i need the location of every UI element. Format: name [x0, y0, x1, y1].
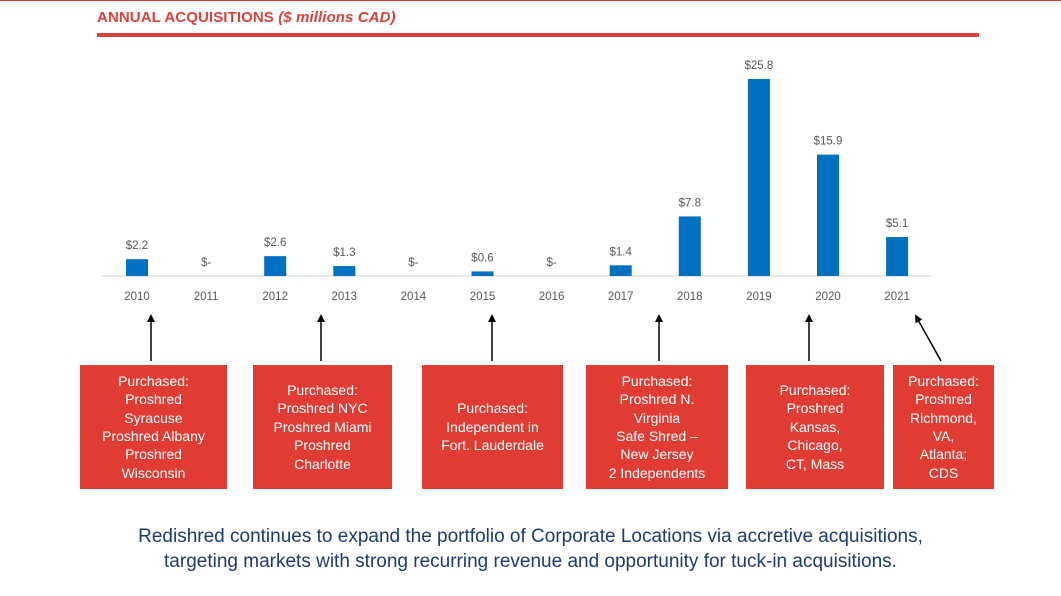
title-main: ANNUAL ACQUISITIONS — [97, 9, 274, 26]
acquisition-box-line: Purchased: — [779, 381, 851, 398]
acquisition-box-3: Purchased: Independent in Fort. Lauderdale — [422, 365, 563, 489]
bar-2015 — [471, 271, 494, 276]
x-tick-label-2012: 2012 — [262, 291, 288, 303]
x-tick-label-2015: 2015 — [470, 291, 496, 303]
bar-2018 — [678, 216, 701, 276]
data-label-2017: $1.4 — [610, 246, 633, 258]
pointer-arrow-6 — [915, 314, 942, 362]
acquisition-box-text: Purchased: Proshred Syracuse Proshred Alban… — [102, 372, 205, 482]
bar-2010 — [126, 259, 148, 276]
footer-line-1: Redishred continues to expand the portfo… — [138, 526, 923, 547]
x-tick-label-2020: 2020 — [815, 291, 841, 303]
acquisition-box-line: Proshred — [125, 391, 182, 408]
x-tick-label-2013: 2013 — [332, 291, 358, 303]
data-label-2016: $- — [546, 257, 556, 269]
acquisition-box-line: Purchased: — [908, 372, 979, 389]
bar-2020 — [817, 154, 839, 276]
data-label-2018: $7.8 — [679, 197, 701, 209]
acquisition-box-line: Virginia — [633, 409, 681, 426]
acquisition-box-line: Purchased: — [457, 400, 528, 417]
data-label-2015: $0.6 — [471, 252, 493, 264]
acquisition-box-text: Purchased: Proshred NYC Proshred Miami Pros… — [273, 381, 371, 473]
data-label-2012: $2.6 — [264, 237, 286, 249]
acquisition-box-4: Purchased: Proshred N. Virginia Safe Shred … — [586, 365, 728, 489]
acquisition-box-line: Proshred Albany — [102, 428, 205, 444]
x-tick-label-2021: 2021 — [884, 291, 910, 303]
acquisition-box-line: Charlotte — [294, 455, 351, 472]
x-tick-label-2018: 2018 — [677, 291, 703, 303]
acquisition-box-line: Proshred N. — [619, 391, 695, 408]
acquisition-box-line: Proshred NYC — [277, 400, 368, 417]
acquisition-box-line: Purchased: — [287, 381, 358, 398]
acquisition-box-line: Syracuse — [124, 409, 183, 426]
acquisition-box-line: Wisconsin — [121, 464, 186, 481]
data-label-2011: $- — [201, 257, 211, 269]
title-subtitle: ($ millions CAD) — [278, 9, 396, 26]
acquisition-box-2: Purchased: Proshred NYC Proshred Miami Pros… — [253, 365, 392, 489]
data-label-2020: $15.9 — [814, 136, 843, 148]
page-title: ANNUAL ACQUISITIONS ($ millions CAD) — [97, 9, 396, 26]
acquisition-box-line: Chicago, — [787, 437, 843, 454]
acquisition-box-line: Proshred Miami — [273, 418, 372, 435]
acquisition-box-line: Purchased: — [118, 372, 189, 389]
acquisition-box-line: Atlanta; — [919, 446, 968, 463]
data-label-2021: $5.1 — [886, 218, 908, 230]
bar-2021 — [886, 237, 909, 276]
acquisition-box-line: 2 Independents — [608, 464, 706, 481]
acquisition-box-text: Purchased: Proshred Richmond, VA, Atlanta; CD… — [908, 372, 979, 482]
data-label-2010: $2.2 — [126, 240, 148, 252]
x-tick-label-2011: 2011 — [194, 291, 219, 303]
bar-2019 — [747, 79, 770, 276]
x-tick-label-2019: 2019 — [746, 291, 772, 303]
acquisitions-bar-chart: $2.2 2010 $- 2011 $2.6 2012 $1.3 2013 $- 2014 $0.6… — [102, 60, 942, 362]
acquisition-box-line: Kansas, — [789, 418, 841, 435]
acquisition-box-line: New Jersey — [620, 446, 694, 463]
acquisition-box-line: Proshred — [294, 437, 351, 454]
acquisition-box-line: Proshred — [915, 391, 972, 408]
bar-2017 — [609, 265, 632, 276]
acquisition-box-line: CT, Mass — [785, 455, 845, 472]
x-tick-label-2010: 2010 — [124, 291, 150, 303]
acquisition-box-line: Richmond, — [910, 409, 977, 426]
acquisition-box-line: Fort. Lauderdale — [441, 437, 544, 454]
data-label-2013: $1.3 — [333, 247, 355, 259]
acquisition-box-line: CDS — [928, 464, 959, 481]
acquisition-box-line: VA, — [932, 428, 955, 444]
acquisition-box-6: Purchased: Proshred Richmond, VA, Atlanta; CD… — [893, 365, 994, 489]
acquisition-box-line: Proshred — [125, 446, 182, 463]
acquisition-box-line: Safe Shred – — [616, 428, 698, 444]
top-border-line — [0, 0, 1061, 1]
bar-2012 — [264, 256, 287, 276]
acquisition-box-line: Proshred — [786, 400, 844, 417]
acquisition-box-text: Purchased: Independent in Fort. Lauderdale — [441, 399, 544, 454]
acquisition-box-text: Purchased: Proshred Kansas, Chicago, CT, Mas… — [780, 381, 851, 473]
acquisition-box-5: Purchased: Proshred Kansas, Chicago, CT, Mas… — [746, 365, 884, 489]
data-label-2019: $25.8 — [745, 60, 774, 72]
acquisition-box-text: Purchased: Proshred N. Virginia Safe Shred … — [609, 372, 706, 482]
x-tick-label-2016: 2016 — [539, 291, 565, 303]
bar-2013 — [333, 266, 356, 276]
acquisition-box-line: Purchased: — [621, 372, 693, 389]
acquisition-box-line: Independent in — [446, 418, 539, 435]
x-tick-label-2017: 2017 — [608, 291, 634, 303]
acquisition-box-1: Purchased: Proshred Syracuse Proshred Alban… — [80, 365, 227, 489]
data-label-2014: $- — [408, 257, 418, 269]
footer-caption: Redishred continues to expand the portfo… — [60, 524, 1001, 574]
x-tick-label-2014: 2014 — [401, 291, 427, 303]
footer-line-2: targeting markets with strong recurring … — [164, 551, 897, 572]
title-underline — [97, 33, 979, 37]
